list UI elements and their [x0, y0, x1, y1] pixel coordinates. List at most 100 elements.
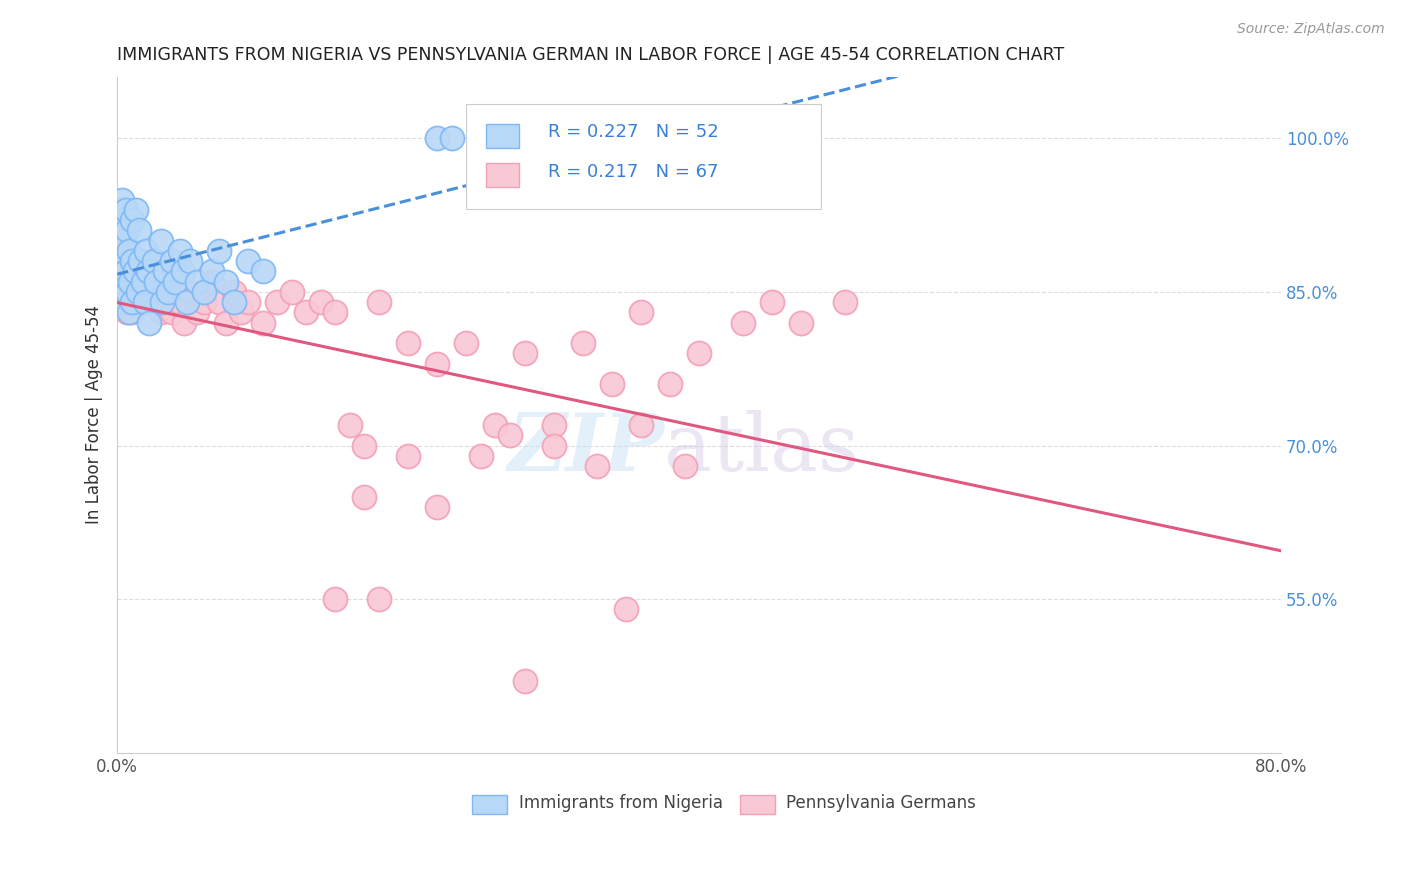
Point [124, 264, 146, 278]
Point [124, 295, 146, 310]
Point [114, 234, 136, 248]
Point [121, 254, 143, 268]
Point [120, 275, 142, 289]
Point [176, 295, 198, 310]
Point [456, 336, 478, 351]
Point [426, 131, 449, 145]
Point [129, 285, 152, 299]
Point [162, 254, 184, 268]
Point [215, 316, 238, 330]
Point [440, 131, 463, 145]
Point [107, 202, 129, 217]
Point [115, 244, 138, 258]
Point [426, 357, 449, 371]
Point [252, 264, 274, 278]
Point [630, 418, 652, 433]
Point [484, 418, 506, 433]
Point [120, 285, 142, 299]
Point [499, 428, 522, 442]
Point [128, 223, 150, 237]
FancyBboxPatch shape [740, 795, 775, 814]
Point [186, 275, 208, 289]
Point [368, 295, 391, 310]
Point [110, 295, 132, 310]
Point [571, 336, 593, 351]
Point [135, 244, 157, 258]
Point [673, 458, 696, 473]
Point [470, 449, 492, 463]
Point [117, 223, 139, 237]
Point [600, 377, 623, 392]
Point [179, 285, 201, 299]
Point [134, 295, 156, 310]
Point [179, 254, 201, 268]
Point [117, 305, 139, 319]
Point [125, 202, 148, 217]
Text: Immigrants from Nigeria: Immigrants from Nigeria [519, 794, 723, 812]
Point [121, 305, 143, 319]
Point [165, 275, 187, 289]
Text: R = 0.227   N = 52: R = 0.227 N = 52 [548, 123, 718, 141]
Point [761, 295, 783, 310]
Point [353, 490, 375, 504]
Text: atlas: atlas [664, 409, 859, 488]
Text: ZIP: ZIP [508, 409, 664, 487]
Point [157, 285, 180, 299]
Point [295, 305, 318, 319]
Point [121, 295, 143, 310]
Point [339, 418, 361, 433]
Point [731, 316, 754, 330]
Point [281, 285, 304, 299]
FancyBboxPatch shape [486, 163, 519, 186]
Point [115, 264, 138, 278]
Point [543, 418, 565, 433]
FancyBboxPatch shape [486, 124, 519, 147]
Point [426, 500, 449, 514]
Point [193, 285, 215, 299]
Point [236, 254, 259, 268]
Point [169, 295, 191, 310]
Point [215, 275, 238, 289]
Point [208, 295, 231, 310]
Point [108, 223, 131, 237]
Point [169, 244, 191, 258]
Point [145, 275, 167, 289]
Point [173, 316, 195, 330]
Point [222, 285, 245, 299]
Point [659, 377, 682, 392]
FancyBboxPatch shape [472, 795, 508, 814]
Point [236, 295, 259, 310]
Point [153, 264, 176, 278]
Point [614, 602, 637, 616]
Point [309, 295, 332, 310]
Point [172, 264, 194, 278]
Point [111, 264, 134, 278]
Point [118, 244, 141, 258]
Point [142, 254, 165, 268]
Point [138, 275, 160, 289]
Point [165, 275, 187, 289]
Point [121, 213, 143, 227]
Point [127, 275, 149, 289]
Point [136, 264, 159, 278]
Point [586, 458, 609, 473]
Point [193, 295, 215, 310]
Point [108, 285, 131, 299]
Point [114, 285, 136, 299]
Text: Source: ZipAtlas.com: Source: ZipAtlas.com [1237, 22, 1385, 37]
Point [208, 244, 231, 258]
Point [630, 305, 652, 319]
Point [142, 254, 165, 268]
Point [110, 193, 132, 207]
Point [266, 295, 288, 310]
Point [108, 254, 131, 268]
Point [115, 202, 138, 217]
Text: Pennsylvania Germans: Pennsylvania Germans [786, 794, 976, 812]
Point [114, 295, 136, 310]
Text: IMMIGRANTS FROM NIGERIA VS PENNSYLVANIA GERMAN IN LABOR FORCE | AGE 45-54 CORREL: IMMIGRANTS FROM NIGERIA VS PENNSYLVANIA … [117, 46, 1064, 64]
Point [790, 316, 813, 330]
Point [118, 305, 141, 319]
Point [325, 592, 347, 607]
Text: R = 0.217   N = 67: R = 0.217 N = 67 [548, 162, 718, 180]
Point [111, 275, 134, 289]
